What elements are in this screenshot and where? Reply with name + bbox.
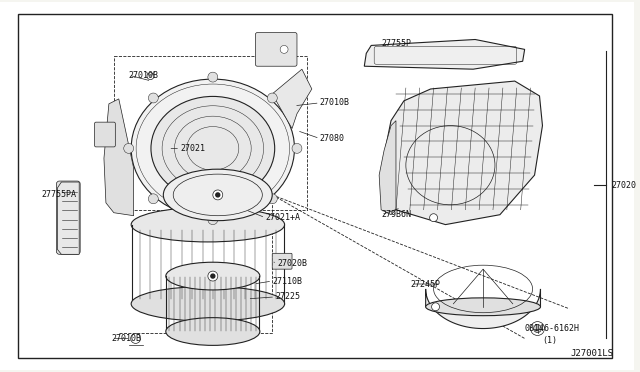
Text: 27021+A: 27021+A [266, 213, 300, 222]
FancyBboxPatch shape [272, 253, 292, 269]
Text: J27001LS: J27001LS [571, 349, 614, 358]
Circle shape [147, 73, 154, 80]
Circle shape [292, 144, 302, 153]
Circle shape [208, 215, 218, 225]
Polygon shape [58, 182, 79, 254]
Ellipse shape [166, 262, 260, 290]
Circle shape [148, 93, 158, 103]
Text: 27010B: 27010B [112, 334, 142, 343]
Ellipse shape [131, 286, 285, 321]
Circle shape [268, 194, 277, 204]
Circle shape [531, 322, 545, 336]
Circle shape [429, 214, 438, 222]
Text: 27080: 27080 [320, 134, 345, 143]
Text: 27755P: 27755P [381, 39, 411, 48]
Circle shape [268, 93, 277, 103]
Ellipse shape [131, 207, 285, 242]
Circle shape [124, 144, 134, 153]
Text: 27021: 27021 [180, 144, 205, 153]
Text: 27010B: 27010B [129, 71, 159, 80]
Circle shape [208, 72, 218, 82]
Text: 27010B: 27010B [320, 98, 349, 108]
FancyBboxPatch shape [255, 33, 297, 66]
Circle shape [131, 333, 141, 343]
Text: 27020B: 27020B [277, 259, 307, 268]
Circle shape [211, 274, 215, 278]
Circle shape [148, 194, 158, 204]
Circle shape [208, 271, 218, 281]
Text: 27755PA: 27755PA [42, 190, 77, 199]
Ellipse shape [163, 169, 272, 221]
Text: 08146-6162H: 08146-6162H [525, 324, 580, 333]
Polygon shape [272, 69, 312, 129]
Text: 27020: 27020 [612, 180, 637, 189]
Circle shape [280, 45, 288, 53]
Circle shape [213, 190, 223, 200]
Circle shape [534, 325, 541, 333]
Polygon shape [384, 81, 543, 225]
Ellipse shape [426, 298, 541, 316]
Text: (1): (1) [543, 336, 557, 345]
Text: 27245P: 27245P [411, 279, 441, 289]
Polygon shape [364, 39, 525, 69]
FancyBboxPatch shape [56, 181, 80, 254]
Polygon shape [379, 121, 396, 215]
Text: 27225: 27225 [275, 292, 300, 301]
Polygon shape [104, 99, 134, 216]
FancyBboxPatch shape [95, 122, 115, 147]
Polygon shape [426, 289, 541, 328]
Text: 279B6N: 279B6N [381, 210, 411, 219]
Ellipse shape [151, 96, 275, 201]
Ellipse shape [131, 79, 294, 218]
Text: 27110B: 27110B [272, 276, 302, 286]
Ellipse shape [166, 318, 260, 345]
Circle shape [431, 303, 440, 311]
Circle shape [216, 193, 220, 197]
